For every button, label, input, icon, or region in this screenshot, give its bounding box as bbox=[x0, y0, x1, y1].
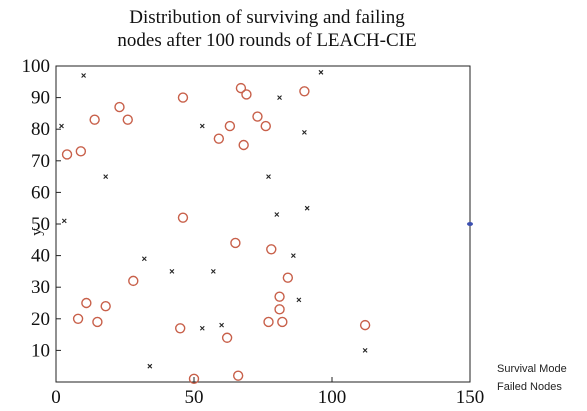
survival-node-point bbox=[299, 86, 310, 97]
failed-node-point bbox=[199, 123, 205, 129]
y-axis-label: y bbox=[29, 228, 45, 236]
survival-node-point bbox=[221, 332, 233, 343]
survival-node-point bbox=[238, 139, 249, 151]
survival-node-point bbox=[188, 373, 200, 385]
survival-node-point bbox=[274, 291, 285, 302]
survival-node-point bbox=[128, 275, 139, 287]
failed-node-point bbox=[290, 253, 296, 258]
survival-node-point bbox=[224, 120, 236, 132]
survival-node-point bbox=[266, 244, 277, 255]
x-tick-label: 0 bbox=[51, 387, 61, 408]
chart-title-line-1: Distribution of surviving and failing bbox=[129, 7, 405, 28]
failed-node-point bbox=[81, 73, 86, 78]
failed-node-point bbox=[274, 212, 280, 217]
failed-node-point bbox=[141, 256, 147, 262]
survival-node-point bbox=[89, 114, 100, 125]
survival-node-point bbox=[232, 370, 244, 381]
survival-node-point bbox=[75, 146, 87, 157]
survival-node-point bbox=[177, 92, 189, 103]
survival-node-point bbox=[81, 297, 92, 309]
survival-node-point bbox=[252, 111, 263, 122]
survival-node-point bbox=[61, 149, 73, 160]
survival-node-point bbox=[274, 304, 285, 315]
y-tick-label: 30 bbox=[31, 277, 50, 298]
survival-node-point bbox=[241, 89, 252, 100]
failed-node-point bbox=[296, 297, 302, 303]
y-tick-label: 100 bbox=[22, 56, 51, 77]
x-tick-label: 150 bbox=[456, 387, 485, 408]
y-tick-label: 50 bbox=[31, 214, 50, 235]
survival-node-point bbox=[260, 120, 271, 132]
x-tick-label: 50 bbox=[185, 387, 204, 408]
chart-title: Distribution of surviving and failing no… bbox=[117, 7, 416, 51]
y-tick-label: 70 bbox=[31, 151, 50, 172]
failed-node-point bbox=[302, 129, 307, 135]
failed-node-point bbox=[147, 363, 153, 369]
survival-node-point bbox=[174, 323, 186, 334]
y-tick-label: 80 bbox=[31, 119, 50, 140]
y-tick-label: 20 bbox=[31, 309, 50, 330]
failed-node-point bbox=[199, 325, 205, 331]
chart-title-line-2: nodes after 100 rounds of LEACH-CIE bbox=[117, 30, 416, 51]
survival-node-point bbox=[114, 101, 125, 113]
failed-node-point bbox=[362, 348, 368, 353]
survival-node-point bbox=[177, 212, 189, 223]
y-tick-label: 40 bbox=[31, 246, 50, 267]
y-tick-label: 60 bbox=[31, 182, 50, 203]
failed-node-point bbox=[277, 95, 282, 100]
legend: Survival Mode Failed Nodes bbox=[497, 363, 567, 393]
survival-node-point bbox=[277, 316, 288, 328]
failed-node-point bbox=[266, 174, 271, 179]
plot-area bbox=[55, 65, 471, 383]
survival-node-point bbox=[230, 237, 241, 249]
failed-node-point bbox=[219, 322, 224, 328]
failed-node-point bbox=[210, 269, 216, 274]
survival-node-point bbox=[92, 316, 103, 328]
survival-node-point bbox=[359, 319, 371, 331]
survival-node-point bbox=[100, 300, 111, 312]
survival-node-point bbox=[72, 313, 84, 324]
data-points bbox=[59, 69, 473, 385]
legend-label-failed: Failed Nodes bbox=[497, 381, 562, 393]
survival-node-point bbox=[282, 272, 294, 283]
failed-node-point bbox=[304, 205, 310, 211]
survival-node-point bbox=[213, 133, 225, 144]
failed-node-point bbox=[59, 123, 64, 129]
legend-label-survival: Survival Mode bbox=[497, 363, 567, 375]
failed-node-point bbox=[61, 218, 67, 224]
x-tick-label: 100 bbox=[318, 387, 347, 408]
failed-node-point bbox=[169, 269, 175, 274]
survival-node-point bbox=[235, 82, 247, 94]
failed-node-point bbox=[318, 69, 324, 75]
survival-node-point bbox=[263, 316, 274, 328]
edge-marker-point bbox=[467, 222, 473, 226]
y-tick-label: 10 bbox=[31, 340, 50, 361]
y-tick-label: 90 bbox=[31, 88, 50, 109]
axis-ticks: 0 50 100 150 10 20 30 40 50 60 70 80 90 100 bbox=[22, 56, 485, 408]
failed-node-point bbox=[103, 174, 109, 179]
survival-node-point bbox=[122, 114, 133, 125]
